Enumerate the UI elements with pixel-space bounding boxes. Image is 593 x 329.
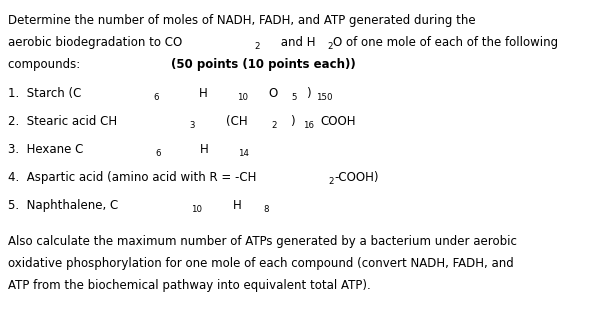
Text: aerobic biodegradation to CO: aerobic biodegradation to CO (8, 36, 182, 49)
Text: 150: 150 (315, 93, 332, 102)
Text: compounds:: compounds: (8, 58, 99, 71)
Text: H: H (199, 87, 208, 100)
Text: O of one mole of each of the following: O of one mole of each of the following (333, 36, 559, 49)
Text: oxidative phosphorylation for one mole of each compound (convert NADH, FADH, and: oxidative phosphorylation for one mole o… (8, 257, 514, 270)
Text: 3.  Hexane C: 3. Hexane C (8, 143, 84, 156)
Text: H: H (233, 199, 241, 212)
Text: Also calculate the maximum number of ATPs generated by a bacterium under aerobic: Also calculate the maximum number of ATP… (8, 235, 517, 248)
Text: 2: 2 (327, 42, 333, 51)
Text: 10: 10 (190, 206, 202, 215)
Text: COOH: COOH (320, 115, 356, 128)
Text: 14: 14 (238, 149, 249, 159)
Text: 2: 2 (271, 121, 277, 131)
Text: O: O (269, 87, 278, 100)
Text: 6: 6 (154, 93, 159, 102)
Text: 4.  Aspartic acid (amino acid with R = -CH: 4. Aspartic acid (amino acid with R = -C… (8, 171, 256, 184)
Text: 1.  Starch (C: 1. Starch (C (8, 87, 81, 100)
Text: ATP from the biochemical pathway into equivalent total ATP).: ATP from the biochemical pathway into eq… (8, 279, 371, 292)
Text: 6: 6 (156, 149, 161, 159)
Text: 2: 2 (254, 42, 260, 51)
Text: 5.  Naphthalene, C: 5. Naphthalene, C (8, 199, 118, 212)
Text: 10: 10 (237, 93, 248, 102)
Text: 5: 5 (292, 93, 297, 102)
Text: 16: 16 (304, 121, 314, 131)
Text: -COOH): -COOH) (334, 171, 379, 184)
Text: H: H (200, 143, 209, 156)
Text: 2.  Stearic acid CH: 2. Stearic acid CH (8, 115, 117, 128)
Text: Determine the number of moles of NADH, FADH, and ATP generated during the: Determine the number of moles of NADH, F… (8, 14, 476, 27)
Text: (50 points (10 points each)): (50 points (10 points each)) (171, 58, 356, 71)
Text: 2: 2 (329, 177, 334, 187)
Text: 8: 8 (263, 206, 269, 215)
Text: 3: 3 (189, 121, 195, 131)
Text: (CH: (CH (227, 115, 248, 128)
Text: ): ) (305, 87, 310, 100)
Text: ): ) (290, 115, 295, 128)
Text: and H: and H (277, 36, 315, 49)
